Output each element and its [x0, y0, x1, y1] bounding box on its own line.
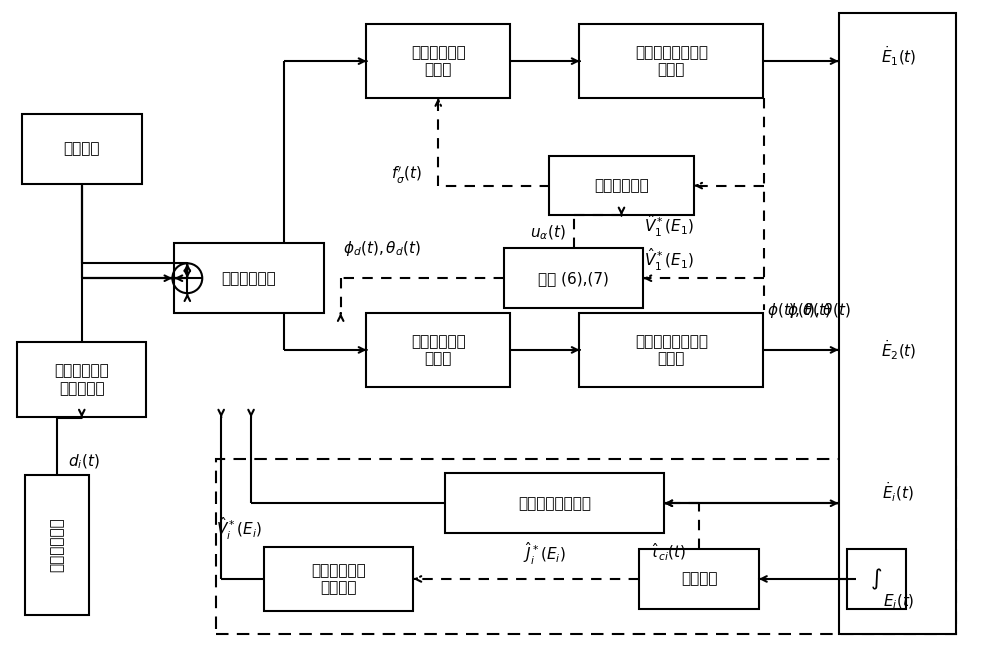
Bar	[839, 13, 956, 634]
Bar	[549, 156, 694, 215]
Text: $\phi_d(t),\theta_d(t)$: $\phi_d(t),\theta_d(t)$	[343, 239, 422, 258]
Text: ∫: ∫	[871, 568, 882, 590]
Text: 跟踪误差系统: 跟踪误差系统	[222, 271, 276, 286]
Text: 公式 (6),(7): 公式 (6),(7)	[538, 271, 609, 286]
Text: $\hat{V}_i^*(E_i)$: $\hat{V}_i^*(E_i)$	[216, 516, 262, 542]
Bar	[366, 312, 510, 387]
Text: $E_i(t)$: $E_i(t)$	[883, 592, 914, 611]
Text: $\dot{E}_2(t)$: $\dot{E}_2(t)$	[881, 338, 916, 362]
Text: 姿态跟踪误差
子系统: 姿态跟踪误差 子系统	[411, 333, 466, 366]
Text: $\phi(t),\theta(t)$: $\phi(t),\theta(t)$	[787, 301, 850, 320]
Bar	[25, 475, 89, 615]
Text: $\hat{V}_1^*(E_1)$: $\hat{V}_1^*(E_1)$	[644, 212, 694, 239]
Text: 估计哈密尔顿方程: 估计哈密尔顿方程	[518, 496, 591, 511]
Text: $\phi(t),\theta(t)$: $\phi(t),\theta(t)$	[767, 301, 831, 320]
Text: 位置跟踪误差
子系统: 位置跟踪误差 子系统	[411, 45, 466, 77]
Text: $\hat{\tau}_{ci}(t)$: $\hat{\tau}_{ci}(t)$	[649, 542, 686, 563]
Text: $d_i(t)$: $d_i(t)$	[68, 452, 100, 471]
Text: $\hat{V}_1^*(E_1)$: $\hat{V}_1^*(E_1)$	[644, 247, 694, 273]
Bar	[847, 549, 906, 609]
Bar	[639, 549, 759, 609]
Bar	[579, 24, 763, 98]
Text: 时变不确定性: 时变不确定性	[49, 518, 64, 573]
Bar	[264, 546, 413, 612]
Text: $\hat{J}_i^*(E_i)$: $\hat{J}_i^*(E_i)$	[523, 541, 566, 567]
Text: 四旋翼飞行器
动力学模型: 四旋翼飞行器 动力学模型	[54, 364, 109, 396]
Text: $u_\alpha(t)$: $u_\alpha(t)$	[530, 223, 566, 242]
Bar	[216, 459, 956, 634]
Bar	[579, 312, 763, 387]
Bar	[174, 243, 324, 313]
Bar	[366, 24, 510, 98]
Bar	[445, 473, 664, 533]
Bar	[504, 248, 643, 308]
Text: $f_\sigma'(t)$: $f_\sigma'(t)$	[391, 165, 422, 186]
Bar	[22, 114, 142, 184]
Text: $\dot{E}_i(t)$: $\dot{E}_i(t)$	[882, 480, 914, 504]
Bar	[17, 343, 146, 417]
Text: $\dot{E}_1(t)$: $\dot{E}_1(t)$	[881, 45, 916, 68]
Text: 标称姿态跟踪误差
子系统: 标称姿态跟踪误差 子系统	[635, 333, 708, 366]
Text: 近似鲁棒跟踪
控制策略: 近似鲁棒跟踪 控制策略	[311, 563, 366, 595]
Text: −: −	[179, 269, 196, 288]
Text: 耦合不确定性: 耦合不确定性	[594, 178, 649, 193]
Text: 标称位置跟踪误差
子系统: 标称位置跟踪误差 子系统	[635, 45, 708, 77]
Text: 参考系统: 参考系统	[64, 141, 100, 156]
Text: 评价网络: 评价网络	[681, 571, 717, 587]
